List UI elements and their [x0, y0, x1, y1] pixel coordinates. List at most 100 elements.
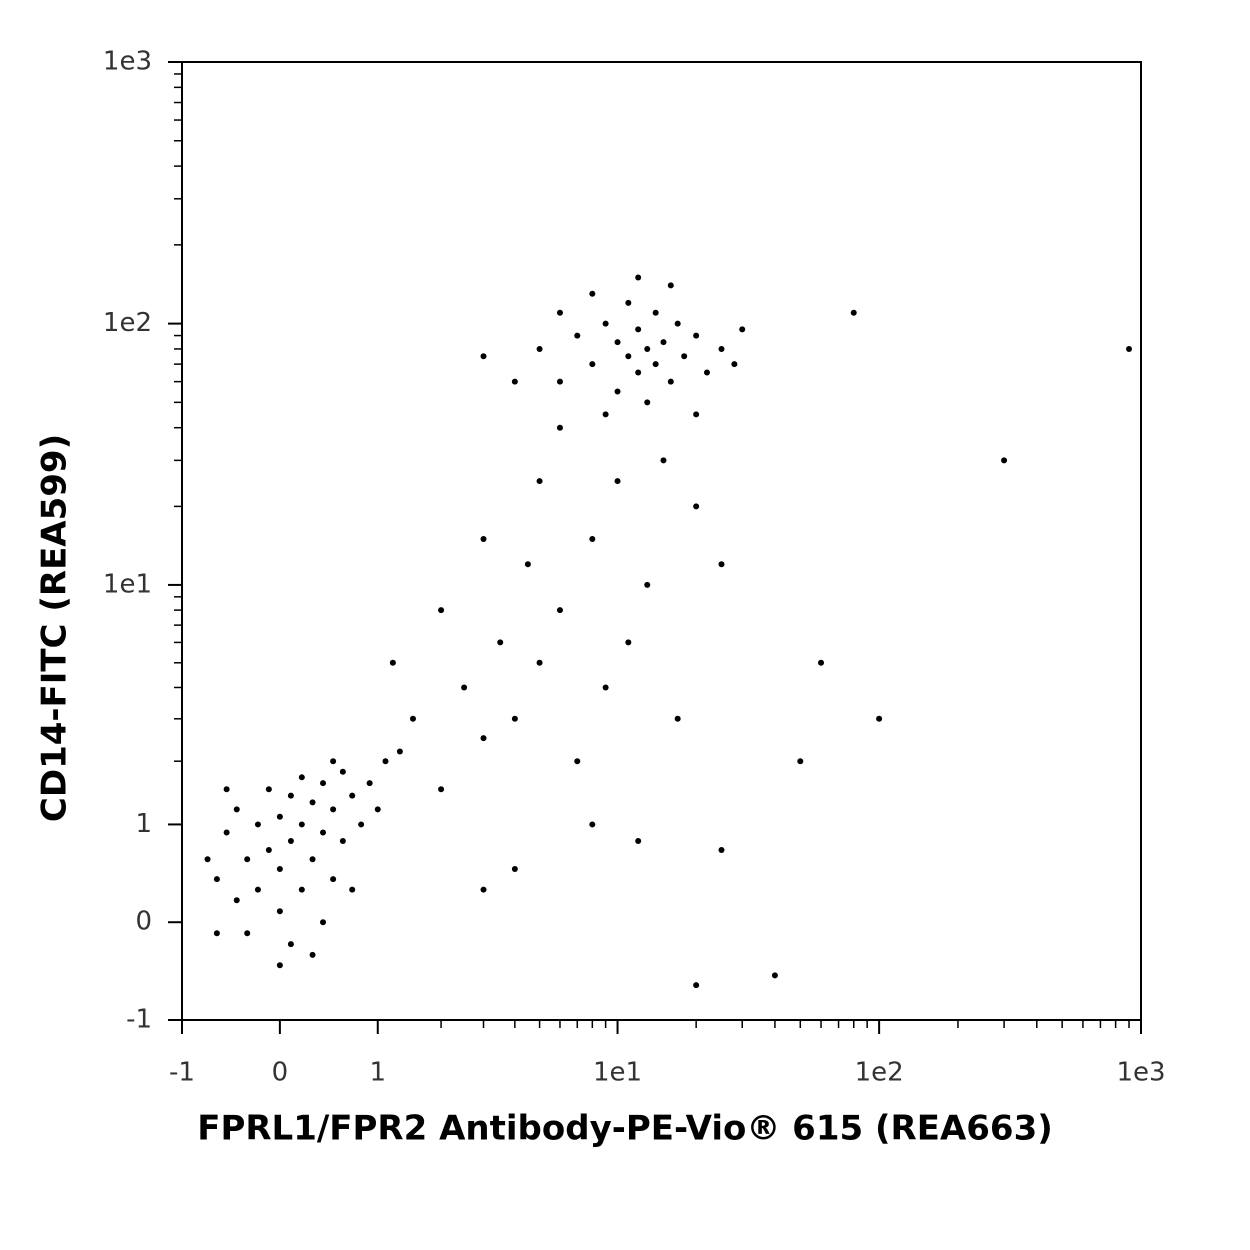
plot-frame [181, 61, 1142, 1021]
event-dot [461, 684, 468, 691]
y-tick-label: 1e3 [103, 47, 152, 77]
event-dot [660, 457, 667, 464]
event-dot [589, 361, 596, 368]
event-dot [652, 361, 659, 368]
event-dot [330, 806, 337, 813]
event-dot [524, 561, 531, 568]
event-dot [204, 856, 211, 863]
event-dot [1126, 345, 1133, 352]
event-dot [589, 536, 596, 543]
event-dot [589, 290, 596, 297]
event-dot [693, 411, 700, 418]
event-dot [556, 378, 563, 385]
event-dot [731, 361, 738, 368]
event-dot [409, 715, 416, 722]
x-tick-label: -1 [169, 1058, 195, 1088]
y-tick-label: 0 [135, 907, 152, 937]
event-dot [438, 607, 445, 614]
event-dot [480, 353, 487, 360]
event-dot [287, 792, 294, 799]
event-dot [625, 299, 632, 306]
event-dot [681, 353, 688, 360]
event-dot [330, 876, 337, 883]
x-tick-label: 0 [272, 1058, 289, 1088]
event-dot [693, 503, 700, 510]
event-dot [438, 786, 445, 793]
event-dot [876, 715, 883, 722]
event-dot [298, 886, 305, 893]
event-dot [309, 951, 316, 958]
event-dot [614, 388, 621, 395]
event-dot [718, 561, 725, 568]
event-dot [320, 919, 327, 926]
y-tick-label: -1 [126, 1005, 152, 1035]
event-dot [574, 758, 581, 765]
event-dot [511, 378, 518, 385]
x-tick-label: 1e1 [593, 1058, 642, 1088]
event-dot [254, 821, 261, 828]
event-dot [644, 345, 651, 352]
event-dot [233, 897, 240, 904]
event-dot [556, 424, 563, 431]
event-dot [349, 886, 356, 893]
event-dot [674, 320, 681, 327]
event-dot [614, 478, 621, 485]
event-dot [276, 866, 283, 873]
y-tick-label: 1 [135, 809, 152, 839]
event-dot [602, 320, 609, 327]
event-dot [480, 735, 487, 742]
event-dot [349, 792, 356, 799]
event-dot [652, 309, 659, 316]
x-tick-label: 1 [369, 1058, 386, 1088]
event-dot [244, 856, 251, 863]
y-axis-label: CD14-FITC (REA599) [35, 434, 75, 822]
event-dot [298, 774, 305, 781]
event-dot [320, 780, 327, 787]
event-dot [635, 274, 642, 281]
event-dot [276, 908, 283, 915]
event-dot [693, 982, 700, 989]
event-dot [497, 639, 504, 646]
event-dot [213, 876, 220, 883]
event-dot [511, 866, 518, 873]
event-dot [276, 813, 283, 820]
x-tick-label: 1e3 [1116, 1058, 1165, 1088]
event-dot [287, 941, 294, 948]
event-dot [536, 659, 543, 666]
event-dot [265, 846, 272, 853]
event-dot [374, 806, 381, 813]
event-dot [309, 856, 316, 863]
event-dot [625, 639, 632, 646]
event-dot [797, 758, 804, 765]
event-dot [718, 846, 725, 853]
y-tick-label: 1e2 [103, 308, 152, 338]
event-dot [625, 353, 632, 360]
event-dot [309, 799, 316, 806]
event-dot [660, 339, 667, 346]
event-dot [480, 886, 487, 893]
event-dot [718, 345, 725, 352]
event-dot [667, 282, 674, 289]
event-dot [480, 536, 487, 543]
event-dot [644, 581, 651, 588]
event-dot [556, 309, 563, 316]
event-dot [635, 838, 642, 845]
event-dot [602, 411, 609, 418]
event-dot [536, 478, 543, 485]
event-dot [396, 748, 403, 755]
event-dot [233, 806, 240, 813]
event-dot [635, 369, 642, 376]
event-dot [223, 829, 230, 836]
event-dot [602, 684, 609, 691]
event-dot [850, 309, 857, 316]
event-dot [254, 886, 261, 893]
event-dot [667, 378, 674, 385]
event-dot [339, 768, 346, 775]
event-dot [674, 715, 681, 722]
event-dot [320, 829, 327, 836]
event-dot [276, 962, 283, 969]
event-dot [265, 786, 272, 793]
event-dot [330, 758, 337, 765]
event-dot [574, 332, 581, 339]
